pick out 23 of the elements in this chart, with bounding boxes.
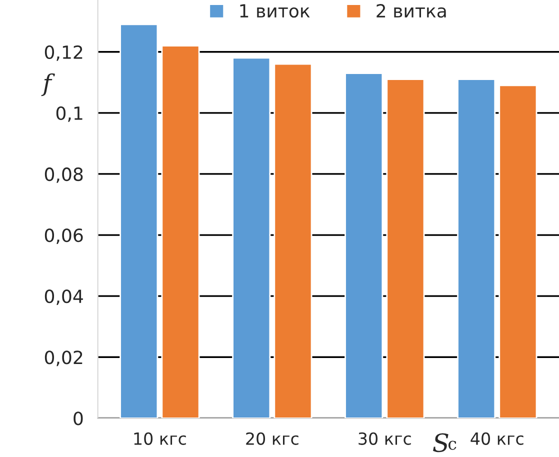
bar bbox=[232, 57, 271, 418]
x-tick-label: 30 кгс bbox=[358, 432, 411, 445]
y-tick-label: 0,08 bbox=[44, 167, 83, 183]
y-axis-title: f bbox=[41, 73, 55, 96]
x-axis-title: Sc bbox=[433, 433, 456, 452]
x-tick-label: 10 кгс bbox=[134, 432, 186, 445]
bar bbox=[120, 24, 158, 418]
y-tick-label: 0,02 bbox=[44, 350, 82, 366]
legend-label: 2 витка bbox=[376, 4, 446, 18]
y-tick-label: 0,04 bbox=[44, 290, 83, 306]
y-tick-label: 0,12 bbox=[44, 45, 82, 61]
x-tick-label: 40 кгс bbox=[470, 432, 524, 445]
bar bbox=[161, 45, 200, 418]
y-tick-label: 0,06 bbox=[44, 228, 83, 244]
x-tick-label: 20 кгс bbox=[246, 432, 298, 445]
bar bbox=[498, 84, 538, 418]
bar bbox=[344, 72, 384, 418]
legend-label: 1 виток bbox=[240, 4, 310, 18]
y-tick-label: 0,1 bbox=[56, 106, 82, 122]
bar bbox=[386, 78, 425, 418]
bar bbox=[274, 63, 312, 418]
y-tick-label: 0 bbox=[74, 412, 83, 426]
bar bbox=[457, 78, 496, 418]
